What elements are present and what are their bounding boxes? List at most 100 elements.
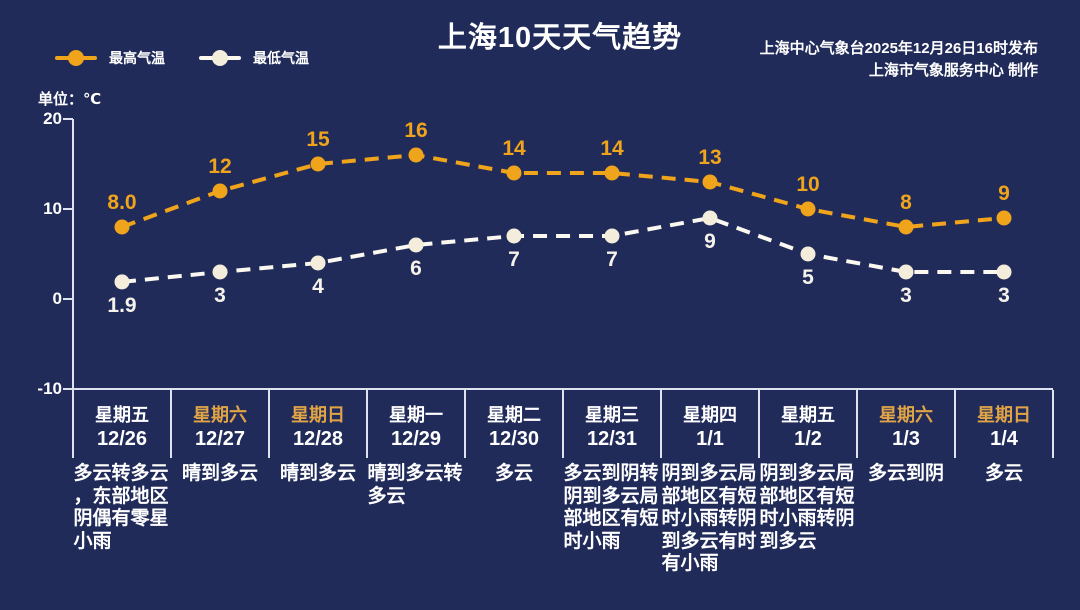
y-axis-label: 10 xyxy=(43,199,62,218)
weekday-label: 星期日 xyxy=(291,405,345,425)
weather-description: 阴到多云局部地区有短时小雨转阴到多云有时有小雨 xyxy=(661,463,759,576)
date-label: 1/4 xyxy=(990,428,1018,450)
data-point-max xyxy=(310,156,326,172)
data-point-max xyxy=(408,147,424,163)
weather-description: 阴到多云局部地区有短时小雨转阴到多云 xyxy=(759,463,857,553)
data-point-min xyxy=(212,264,228,280)
min-value-label: 3 xyxy=(214,284,226,307)
weather-description-text: 多云 xyxy=(984,463,1023,484)
date-label: 12/28 xyxy=(292,428,344,450)
data-point-min xyxy=(996,264,1012,280)
max-temp-line-icon xyxy=(55,50,97,66)
data-point-min xyxy=(506,228,522,244)
data-point-min xyxy=(702,210,718,226)
max-temp-dot-icon xyxy=(68,50,84,66)
weather-description: 晴到多云 xyxy=(171,463,269,486)
weather-description-text: 阴到多云局部地区有短时小雨转阴到多云有时有小雨 xyxy=(661,463,757,574)
legend-item-min: 最低气温 xyxy=(199,48,309,68)
data-point-max xyxy=(702,174,718,190)
min-value-label: 6 xyxy=(410,257,422,280)
min-value-label: 3 xyxy=(998,284,1010,307)
weather-description-text: 阴到多云局部地区有短时小雨转阴到多云 xyxy=(759,463,855,552)
data-point-max xyxy=(212,183,228,199)
y-axis-label: -10 xyxy=(37,379,62,398)
min-value-label: 9 xyxy=(704,230,716,253)
max-value-label: 8 xyxy=(900,191,912,214)
data-point-min xyxy=(604,228,620,244)
weekday-label: 星期二 xyxy=(487,405,541,425)
page-title: 上海10天天气趋势 xyxy=(437,22,683,54)
weekday-label: 星期三 xyxy=(585,405,639,425)
weekday-label: 星期五 xyxy=(781,405,835,425)
min-value-label: 3 xyxy=(900,284,912,307)
date-label: 12/26 xyxy=(96,428,148,450)
data-point-min xyxy=(310,255,326,271)
legend-label-min: 最低气温 xyxy=(253,50,309,66)
weather-description: 多云到阴 xyxy=(857,463,955,486)
data-point-min xyxy=(408,237,424,253)
min-value-label: 1.9 xyxy=(107,293,137,317)
date-label: 12/31 xyxy=(586,428,638,450)
weekday-label: 星期一 xyxy=(389,405,443,425)
y-axis-label: 0 xyxy=(52,289,62,308)
weather-description-text: 晴到多云转多云 xyxy=(367,463,463,507)
source-line-2: 上海市气象服务中心 制作 xyxy=(868,62,1038,79)
source-line-1: 上海中心气象台2025年12月26日16时发布 xyxy=(759,40,1038,57)
min-value-label: 7 xyxy=(606,248,618,271)
data-point-min xyxy=(800,246,816,262)
data-point-max xyxy=(800,201,816,217)
weekday-label: 星期六 xyxy=(193,405,247,425)
data-point-max xyxy=(506,165,522,181)
min-temp-dot-icon xyxy=(212,50,228,66)
min-value-label: 4 xyxy=(312,275,324,298)
weather-description: 多云转多云，东部地区阴偶有零星小雨 xyxy=(73,463,171,553)
date-label: 1/1 xyxy=(696,428,724,450)
max-value-label: 16 xyxy=(404,119,428,142)
date-label: 12/27 xyxy=(194,428,246,450)
data-point-max xyxy=(898,219,914,235)
min-value-label: 5 xyxy=(802,266,814,289)
data-point-max xyxy=(114,219,130,235)
legend-label-max: 最高气温 xyxy=(109,50,165,66)
data-point-min xyxy=(114,274,130,290)
date-label: 1/3 xyxy=(892,428,920,450)
date-label: 12/29 xyxy=(390,428,442,450)
weather-description-text: 多云到阴 xyxy=(867,463,944,484)
weather-description: 多云 xyxy=(465,463,563,486)
weather-description-text: 多云转多云，东部地区阴偶有零星小雨 xyxy=(73,463,169,552)
weather-description-text: 多云 xyxy=(494,463,533,484)
weather-description-text: 晴到多云 xyxy=(279,463,356,484)
data-point-max xyxy=(996,210,1012,226)
max-value-label: 8.0 xyxy=(107,191,137,214)
weather-description: 晴到多云转多云 xyxy=(367,463,465,508)
weather-description-text: 晴到多云 xyxy=(181,463,258,484)
weather-description-text: 多云到阴转阴到多云局部地区有短时小雨 xyxy=(563,463,659,552)
max-value-label: 12 xyxy=(208,155,232,178)
weekday-label: 星期日 xyxy=(977,405,1031,425)
source-info: 上海中心气象台2025年12月26日16时发布 上海市气象服务中心 制作 xyxy=(760,38,1038,82)
max-value-label: 9 xyxy=(998,182,1010,205)
unit-label: 单位：℃ xyxy=(38,91,102,108)
max-value-label: 14 xyxy=(600,137,624,160)
legend-item-max: 最高气温 xyxy=(55,48,165,68)
weekday-label: 星期六 xyxy=(879,405,933,425)
min-series-line xyxy=(121,215,1004,284)
max-value-label: 10 xyxy=(796,173,820,196)
weather-description: 多云到阴转阴到多云局部地区有短时小雨 xyxy=(563,463,661,553)
data-point-max xyxy=(604,165,620,181)
y-axis-label: 20 xyxy=(43,109,62,128)
weekday-label: 星期四 xyxy=(683,405,737,425)
date-label: 12/30 xyxy=(488,428,540,450)
weather-description: 晴到多云 xyxy=(269,463,367,486)
max-value-label: 15 xyxy=(306,128,330,151)
min-temp-line-icon xyxy=(199,50,241,66)
min-value-label: 7 xyxy=(508,248,520,271)
max-value-label: 13 xyxy=(698,146,722,169)
weather-description: 多云 xyxy=(955,463,1053,486)
legend: 最高气温 最低气温 xyxy=(55,48,309,68)
weekday-label: 星期五 xyxy=(95,405,149,425)
max-value-label: 14 xyxy=(502,137,526,160)
date-label: 1/2 xyxy=(794,428,822,450)
